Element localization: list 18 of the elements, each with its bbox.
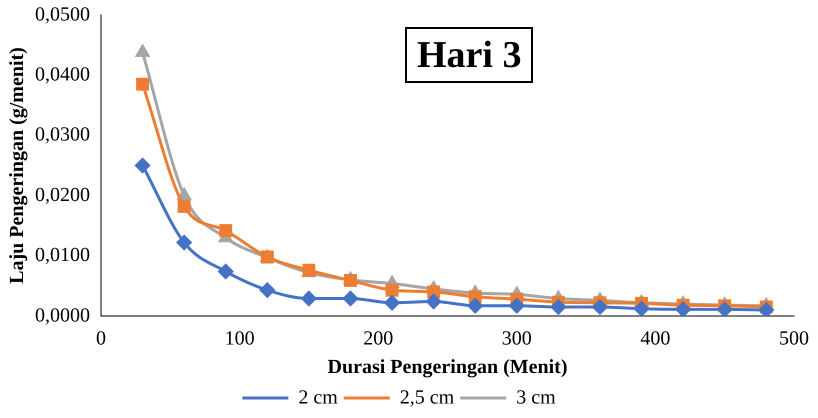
x-tick-label: 200 xyxy=(363,327,394,350)
text: Hari 3 xyxy=(405,27,534,83)
x-tick-label: 0 xyxy=(96,327,106,350)
y-tick-label: 0,0000 xyxy=(35,304,90,326)
y-tick-label: 0,0400 xyxy=(35,63,90,86)
legend-label: 2 cm xyxy=(298,386,338,408)
legend-label: 2,5 cm xyxy=(400,386,455,408)
y-tick-label: 0,0100 xyxy=(35,244,90,266)
legend-label: 3 cm xyxy=(516,386,556,408)
y-tick-label: 0,0300 xyxy=(35,124,90,146)
y-tick-label: 0,0500 xyxy=(35,3,90,26)
x-tick-label: 400 xyxy=(640,327,670,350)
x-tick-label: 300 xyxy=(502,327,532,350)
y-axis-title: Laju Pengeringan (g/menit) xyxy=(6,47,28,284)
x-tick-label: 100 xyxy=(224,327,255,350)
x-tick-label: 500 xyxy=(779,327,809,350)
x-axis-title: Durasi Pengeringan (Menit) xyxy=(328,356,568,378)
y-tick-label: 0,0200 xyxy=(35,184,90,206)
